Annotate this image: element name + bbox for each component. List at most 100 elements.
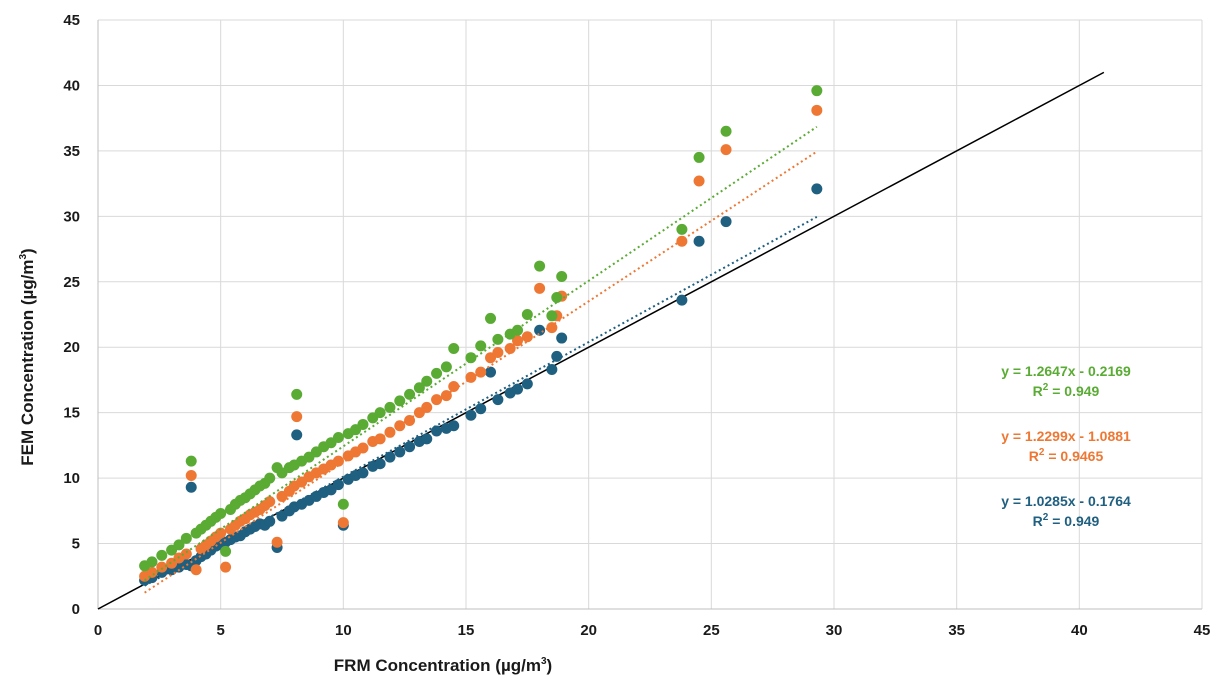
point-orange [546, 322, 558, 334]
x-tick-label: 45 [1194, 622, 1211, 639]
point-orange [534, 282, 546, 294]
point-blue [431, 425, 443, 437]
y-tick-label: 35 [63, 143, 80, 160]
x-tick-label: 15 [458, 622, 475, 639]
point-green [720, 125, 732, 137]
point-blue [421, 433, 433, 445]
point-blue [185, 481, 197, 493]
point-green [551, 291, 563, 303]
point-green [421, 375, 433, 387]
data-points [139, 85, 823, 586]
point-green [556, 271, 568, 283]
point-orange [291, 411, 303, 423]
point-green [811, 85, 823, 97]
y-tick-label: 30 [63, 208, 80, 225]
point-green [384, 401, 396, 413]
trendline-blue [144, 215, 818, 587]
point-blue [512, 383, 524, 395]
point-green [693, 151, 705, 163]
series-green [139, 85, 823, 572]
y-tick-label: 10 [63, 470, 80, 487]
point-blue [546, 363, 558, 375]
y-tick-label: 25 [63, 274, 80, 291]
point-orange [492, 346, 504, 358]
point-green [156, 549, 168, 561]
point-orange [404, 415, 416, 427]
equation-orange: y = 1.2299x - 1.0881 [1001, 428, 1131, 444]
point-blue [811, 183, 823, 195]
point-orange [421, 401, 433, 413]
point-green [465, 352, 477, 364]
tick-labels: 0 5 10 15 20 25 30 35 40 45 0 5 10 15 20 25 30 35 40 45 [63, 12, 1210, 639]
x-tick-label: 5 [216, 622, 224, 639]
point-orange [357, 442, 369, 454]
point-orange [332, 455, 344, 467]
point-green [180, 532, 192, 544]
point-green [332, 432, 344, 444]
equation-green: y = 1.2647x - 0.2169 [1001, 363, 1131, 379]
equation-blue: y = 1.0285x - 0.1764 [1001, 493, 1131, 509]
point-orange [180, 548, 192, 560]
point-orange [676, 235, 688, 247]
x-tick-label: 35 [948, 622, 965, 639]
point-blue [475, 403, 487, 415]
r-squared-blue: R2 = 0.949 [1033, 512, 1100, 529]
point-blue [534, 324, 546, 336]
point-blue [374, 458, 386, 470]
y-tick-label: 45 [63, 12, 80, 29]
point-green [475, 340, 487, 352]
y-tick-label: 0 [72, 601, 80, 618]
point-orange [220, 561, 232, 573]
x-tick-label: 20 [580, 622, 597, 639]
x-tick-label: 30 [826, 622, 843, 639]
point-orange [811, 104, 823, 116]
trend-equations: y = 1.2647x - 0.2169 R2 = 0.949 y = 1.2299… [1001, 363, 1131, 529]
point-blue [521, 378, 533, 390]
point-blue [485, 366, 497, 378]
x-tick-label: 0 [94, 622, 102, 639]
trendline-green [144, 125, 818, 582]
point-orange [384, 426, 396, 438]
point-blue [551, 350, 563, 362]
point-orange [271, 536, 283, 548]
r-squared-green: R2 = 0.949 [1033, 382, 1100, 399]
point-blue [357, 467, 369, 479]
point-orange [394, 420, 406, 432]
point-green [413, 382, 425, 394]
point-orange [156, 561, 168, 573]
x-tick-label: 25 [703, 622, 720, 639]
y-tick-label: 5 [72, 536, 80, 553]
point-orange [720, 144, 732, 156]
point-blue [676, 294, 688, 306]
point-green [220, 545, 232, 557]
point-green [185, 455, 197, 467]
point-blue [448, 420, 460, 432]
x-tick-label: 40 [1071, 622, 1088, 639]
point-green [394, 395, 406, 407]
point-orange [190, 564, 202, 576]
x-tick-label: 10 [335, 622, 352, 639]
point-green [215, 507, 227, 519]
y-tick-label: 20 [63, 339, 80, 356]
point-orange [465, 371, 477, 383]
point-blue [693, 235, 705, 247]
series-orange [139, 104, 823, 582]
trendline-orange [144, 150, 818, 594]
point-green [485, 312, 497, 324]
point-orange [185, 469, 197, 481]
point-orange [146, 566, 158, 578]
point-green [546, 310, 558, 322]
point-blue [556, 332, 568, 344]
point-orange [448, 380, 460, 392]
point-green [492, 333, 504, 345]
r-squared-orange: R2 = 0.9465 [1029, 447, 1104, 464]
point-orange [475, 366, 487, 378]
point-orange [693, 175, 705, 187]
point-blue [384, 451, 396, 463]
point-blue [465, 409, 477, 421]
point-green [264, 472, 276, 484]
point-blue [394, 446, 406, 458]
point-green [440, 361, 452, 373]
point-orange [431, 394, 443, 406]
point-green [291, 388, 303, 400]
